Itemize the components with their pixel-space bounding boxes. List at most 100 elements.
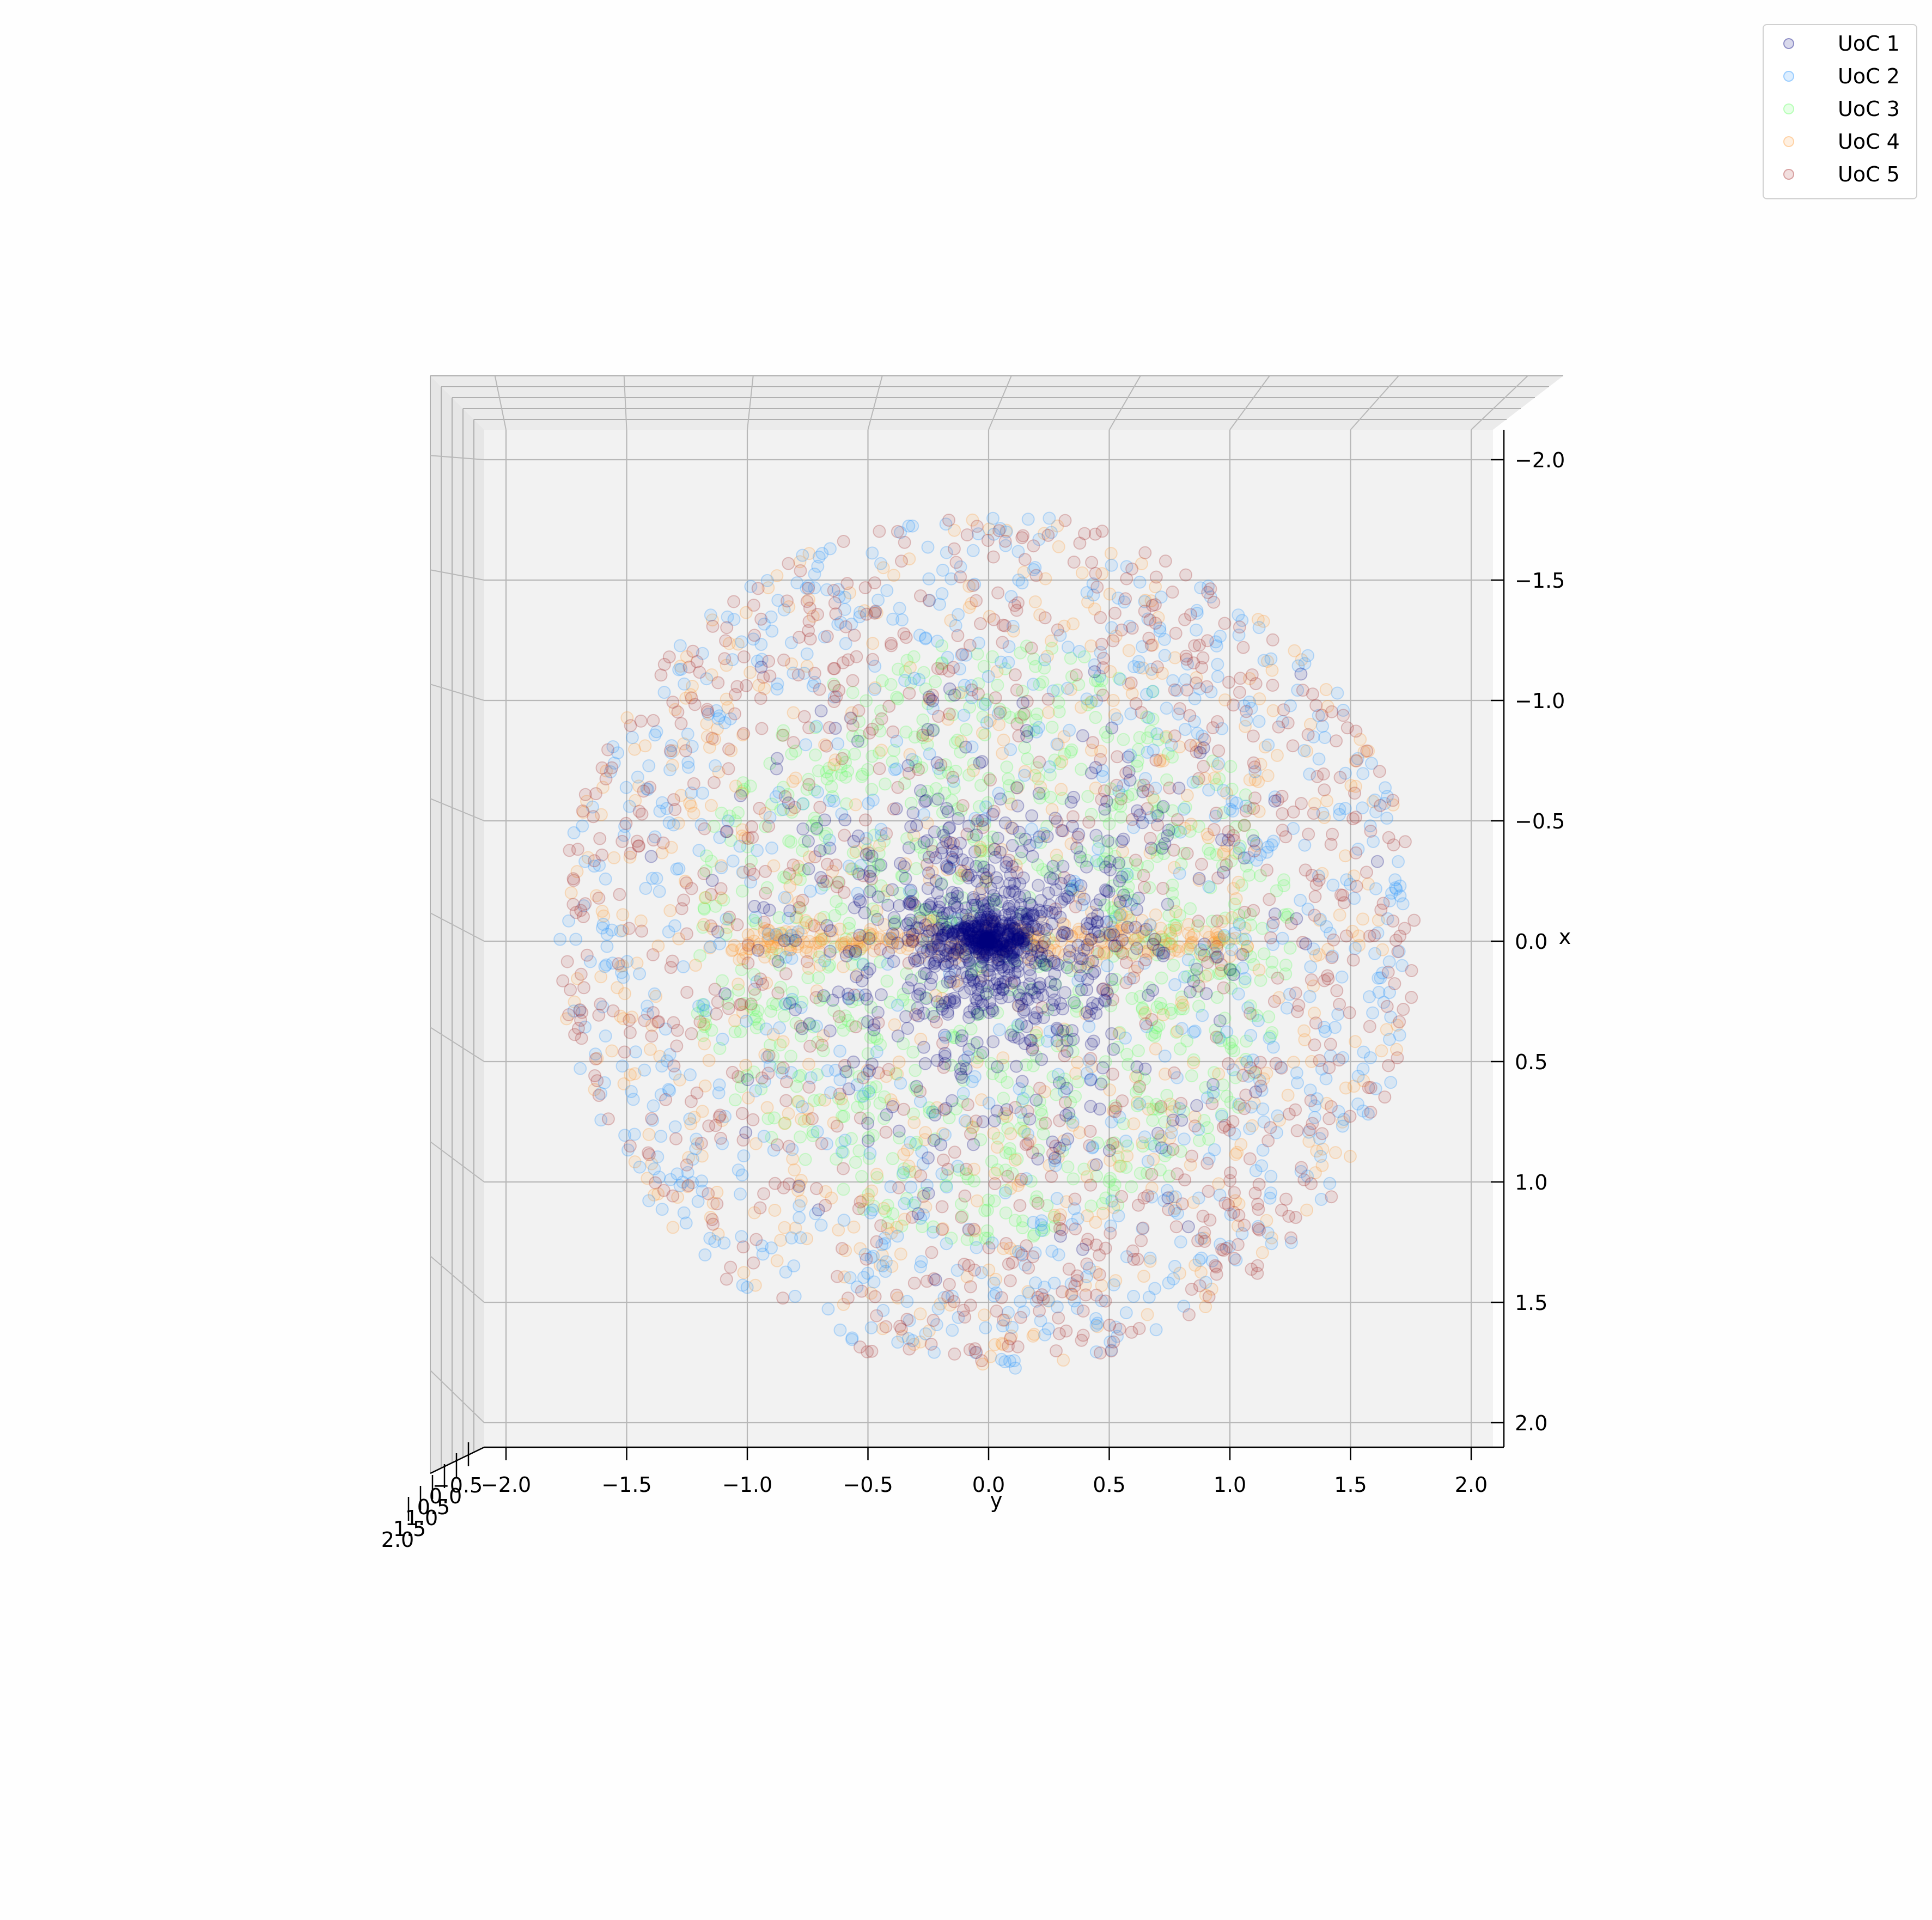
data-point bbox=[1190, 1099, 1204, 1112]
data-point bbox=[924, 1337, 938, 1351]
data-point bbox=[1150, 806, 1163, 820]
data-point bbox=[1148, 843, 1161, 857]
data-point bbox=[975, 755, 989, 769]
data-point bbox=[809, 721, 822, 734]
data-point bbox=[1072, 984, 1086, 997]
data-point bbox=[1321, 969, 1334, 983]
data-point bbox=[1326, 879, 1340, 892]
data-point bbox=[994, 705, 1007, 719]
data-point bbox=[700, 703, 714, 716]
data-point bbox=[935, 999, 949, 1013]
data-point bbox=[1145, 1168, 1159, 1181]
data-point bbox=[1131, 1069, 1144, 1083]
data-point bbox=[1084, 696, 1098, 709]
data-point bbox=[1053, 1142, 1066, 1155]
data-point bbox=[1014, 1174, 1027, 1188]
data-point bbox=[1050, 1021, 1064, 1035]
data-point bbox=[1003, 923, 1017, 937]
data-point bbox=[1143, 981, 1156, 995]
data-point bbox=[1247, 904, 1260, 917]
data-point bbox=[911, 1001, 924, 1015]
data-point bbox=[1166, 750, 1179, 764]
data-point bbox=[789, 934, 802, 947]
data-point bbox=[1018, 553, 1032, 566]
data-point bbox=[997, 1313, 1010, 1327]
data-point bbox=[925, 1007, 939, 1021]
data-point bbox=[1168, 825, 1181, 839]
data-point bbox=[1107, 1043, 1120, 1056]
data-point bbox=[923, 873, 936, 887]
data-point bbox=[965, 1121, 979, 1135]
data-point bbox=[716, 1114, 729, 1127]
data-point bbox=[1138, 594, 1152, 607]
data-point bbox=[1022, 726, 1035, 739]
data-point bbox=[1020, 907, 1034, 921]
data-point bbox=[763, 932, 776, 946]
data-point bbox=[642, 1146, 655, 1160]
data-point bbox=[1138, 1072, 1151, 1086]
data-point bbox=[1021, 513, 1035, 526]
data-point bbox=[928, 825, 941, 839]
data-point bbox=[779, 1094, 793, 1107]
data-point bbox=[787, 1259, 801, 1273]
data-point bbox=[1018, 706, 1032, 720]
data-point bbox=[1031, 707, 1044, 721]
data-point bbox=[1246, 1009, 1260, 1022]
data-point bbox=[1177, 846, 1191, 860]
data-point bbox=[1084, 1052, 1098, 1065]
data-point bbox=[863, 1087, 877, 1100]
data-point bbox=[889, 802, 903, 815]
data-point bbox=[1152, 1019, 1166, 1033]
data-point bbox=[1153, 753, 1167, 767]
data-point bbox=[892, 1124, 906, 1138]
data-point bbox=[915, 761, 929, 775]
data-point bbox=[1115, 835, 1129, 849]
data-point bbox=[1308, 1166, 1322, 1180]
data-point bbox=[1098, 993, 1111, 1007]
data-point bbox=[778, 934, 791, 947]
data-point bbox=[860, 992, 874, 1006]
data-point bbox=[1096, 688, 1110, 702]
data-point bbox=[1027, 652, 1040, 666]
data-point bbox=[906, 935, 919, 948]
data-point bbox=[975, 1093, 988, 1107]
data-point bbox=[1035, 1117, 1049, 1131]
data-point bbox=[959, 740, 973, 754]
data-point bbox=[1107, 928, 1120, 942]
data-point bbox=[1104, 1154, 1117, 1167]
data-point bbox=[832, 985, 845, 999]
data-point bbox=[728, 1025, 742, 1039]
data-point bbox=[877, 1090, 891, 1104]
data-point bbox=[1247, 802, 1260, 815]
data-point bbox=[642, 759, 656, 772]
data-point bbox=[970, 1345, 983, 1359]
data-point bbox=[802, 778, 816, 791]
data-point bbox=[1044, 871, 1057, 885]
data-point bbox=[747, 913, 760, 927]
data-point bbox=[1093, 947, 1106, 960]
data-point bbox=[1075, 1333, 1088, 1347]
data-point bbox=[853, 1340, 867, 1354]
data-point bbox=[1097, 946, 1111, 959]
data-point bbox=[980, 927, 994, 941]
data-point bbox=[1147, 1102, 1160, 1116]
data-point bbox=[861, 1047, 875, 1060]
data-point bbox=[1143, 1251, 1157, 1265]
data-point bbox=[1239, 1052, 1253, 1066]
data-point bbox=[995, 961, 1008, 974]
data-point bbox=[1095, 1279, 1108, 1293]
data-point bbox=[967, 1174, 981, 1188]
data-point bbox=[1032, 960, 1046, 973]
data-point bbox=[785, 657, 799, 671]
legend-marker-icon bbox=[1783, 136, 1794, 147]
data-point bbox=[1187, 1053, 1200, 1066]
data-point bbox=[1315, 1127, 1329, 1141]
data-point bbox=[793, 863, 806, 877]
data-point bbox=[789, 1003, 802, 1016]
data-point bbox=[749, 1084, 763, 1098]
data-point bbox=[1225, 943, 1239, 956]
data-point bbox=[1112, 901, 1125, 915]
data-point bbox=[817, 911, 831, 924]
data-point bbox=[1363, 1020, 1376, 1033]
data-point bbox=[818, 813, 832, 827]
